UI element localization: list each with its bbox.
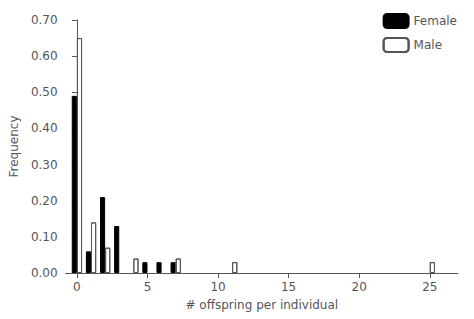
svg-text:0.10: 0.10: [31, 230, 58, 244]
svg-text:15: 15: [281, 280, 296, 294]
svg-text:0.50: 0.50: [31, 85, 58, 99]
svg-text:0.00: 0.00: [31, 266, 58, 280]
svg-text:Male: Male: [414, 38, 442, 52]
svg-text:5: 5: [144, 280, 152, 294]
svg-text:20: 20: [352, 280, 367, 294]
svg-text:Female: Female: [414, 14, 457, 28]
svg-text:0.70: 0.70: [31, 13, 58, 27]
svg-text:# offspring per individual: # offspring per individual: [185, 298, 338, 312]
svg-text:0.20: 0.20: [31, 194, 58, 208]
svg-text:10: 10: [210, 280, 225, 294]
svg-text:0.60: 0.60: [31, 49, 58, 63]
svg-text:Frequency: Frequency: [7, 116, 21, 178]
svg-text:0.40: 0.40: [31, 121, 58, 135]
svg-text:25: 25: [422, 280, 437, 294]
svg-text:0: 0: [73, 280, 81, 294]
svg-text:0.30: 0.30: [31, 158, 58, 172]
